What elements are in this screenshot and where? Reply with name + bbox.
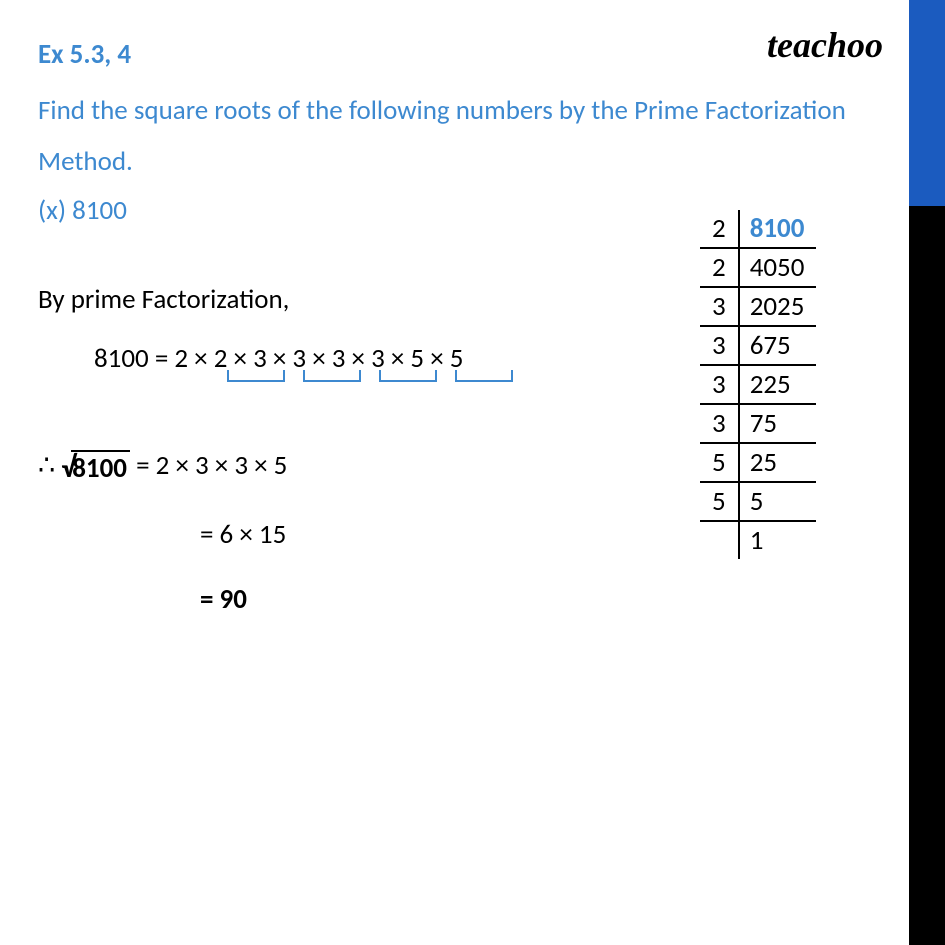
pf-quotient: 675 — [739, 326, 817, 365]
pf-divisor: 3 — [700, 365, 739, 404]
sqrt-rhs: = 2 × 3 × 3 × 5 — [130, 449, 287, 482]
step-2: = 90 — [200, 583, 885, 616]
pair-bracket — [455, 370, 513, 382]
pair-bracket — [227, 370, 285, 382]
pair-bracket — [303, 370, 361, 382]
pf-quotient: 8100 — [739, 210, 817, 248]
side-stripe — [909, 0, 945, 945]
pair-bracket — [379, 370, 437, 382]
pf-table-body: 28100240503202536753225375525551 — [700, 210, 816, 559]
pf-divisor: 3 — [700, 404, 739, 443]
pf-divisor: 5 — [700, 443, 739, 482]
therefore-symbol: ∴ — [38, 449, 61, 482]
sqrt-expression: √8100 — [61, 449, 130, 486]
pair-brackets-row — [227, 370, 513, 382]
pf-quotient: 75 — [739, 404, 817, 443]
pf-quotient: 4050 — [739, 248, 817, 287]
side-stripe-bottom — [909, 206, 945, 945]
pf-divisor — [700, 521, 739, 559]
pf-divisor: 3 — [700, 326, 739, 365]
prime-factorization-table: 28100240503202536753225375525551 — [700, 210, 816, 559]
pf-quotient: 225 — [739, 365, 817, 404]
pf-divisor: 3 — [700, 287, 739, 326]
radicand: 8100 — [71, 450, 130, 485]
pf-quotient: 25 — [739, 443, 817, 482]
side-stripe-top — [909, 0, 945, 206]
pf-quotient: 2025 — [739, 287, 817, 326]
pf-divisor: 2 — [700, 248, 739, 287]
pf-quotient: 1 — [739, 521, 817, 559]
pf-divisor: 2 — [700, 210, 739, 248]
question-text: Find the square roots of the following n… — [38, 85, 885, 188]
exercise-label: Ex 5.3, 4 — [38, 38, 885, 71]
pf-divisor: 5 — [700, 482, 739, 521]
pf-quotient: 5 — [739, 482, 817, 521]
